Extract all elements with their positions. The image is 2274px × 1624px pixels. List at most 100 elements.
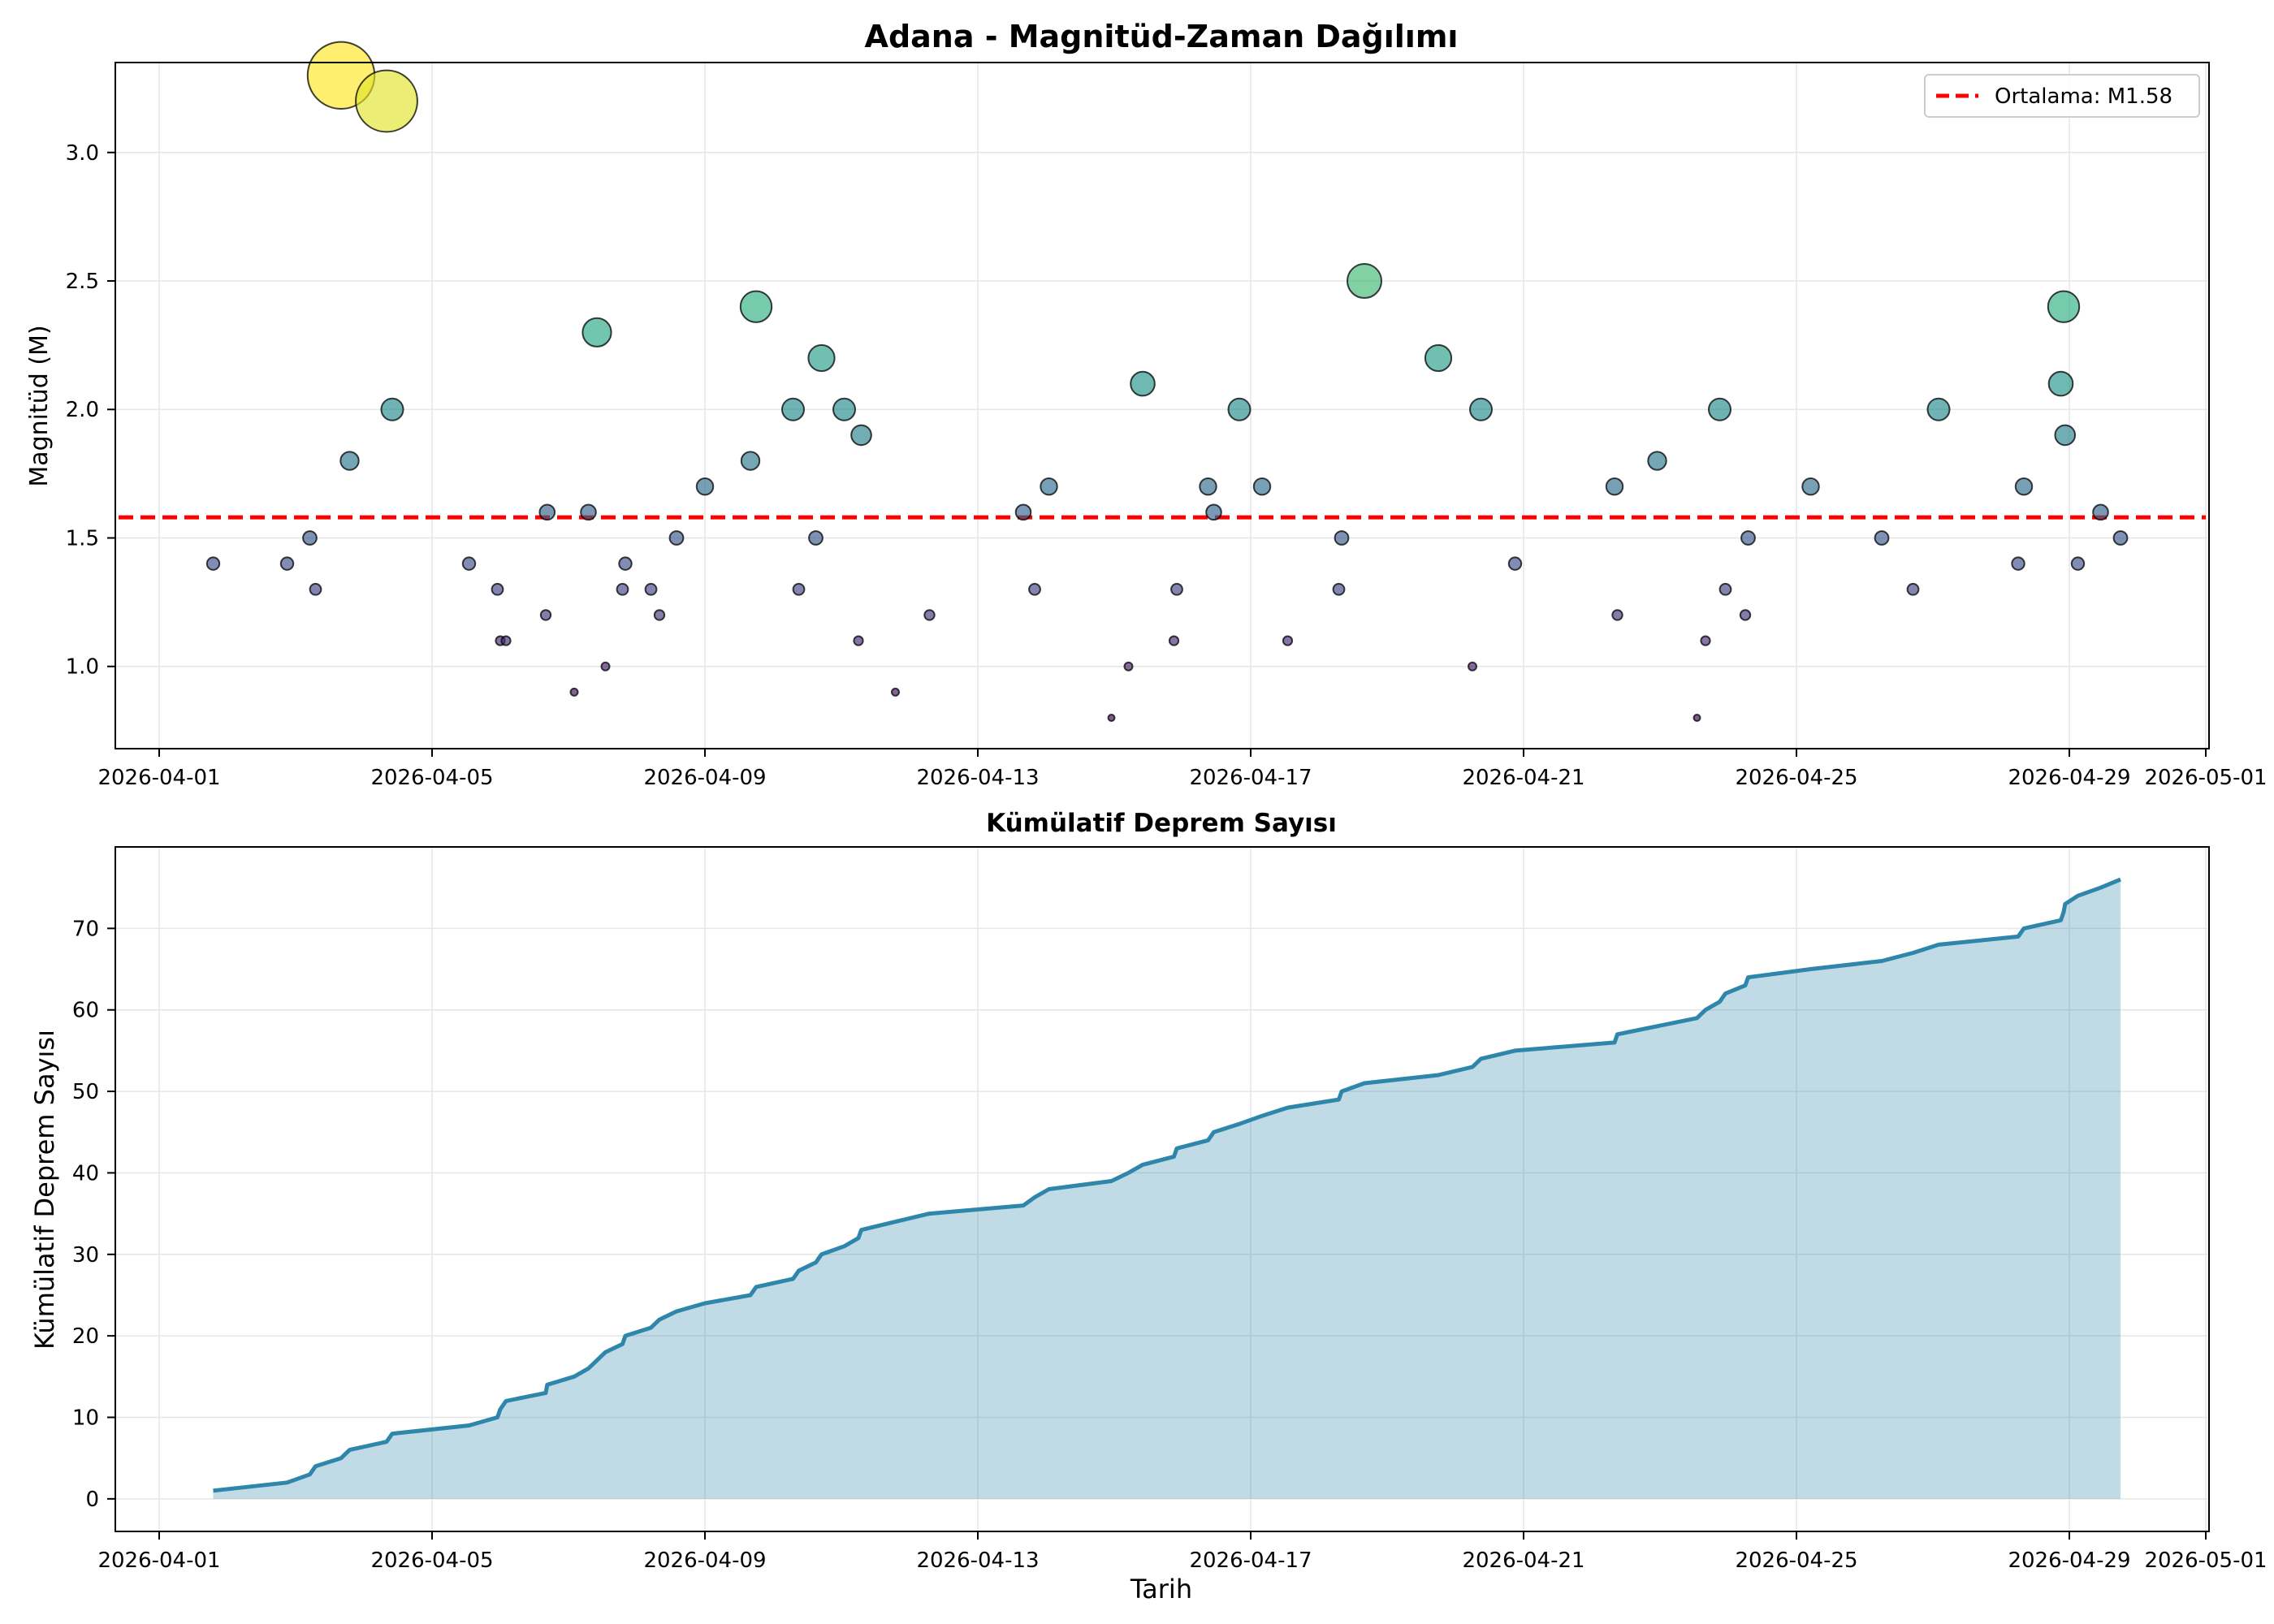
earthquake-point — [2047, 290, 2081, 323]
earthquake-point — [1801, 477, 1820, 496]
earthquake-point — [1740, 530, 1756, 546]
earthquake-point — [538, 503, 556, 521]
earthquake-point — [1199, 477, 1217, 496]
earthquake-point — [618, 556, 633, 571]
earthquake-point — [1130, 370, 1156, 397]
earthquake-point — [2014, 477, 2034, 496]
earthquake-point — [1708, 397, 1731, 421]
earthquake-point — [1040, 477, 1058, 496]
cumulative-ytick-label: 0 — [85, 1488, 99, 1512]
cumulative-y-ticks: 0 10 20 30 40 50 60 70 — [72, 917, 115, 1512]
scatter-ytick-label: 2.5 — [66, 270, 99, 294]
scatter-x-ticks: 2026-04-01 2026-04-05 2026-04-09 2026-04-13… — [97, 749, 2268, 790]
earthquake-point — [2092, 503, 2109, 521]
cumulative-x-ticks: 2026-04-01 2026-04-05 2026-04-09 2026-04-13… — [97, 1531, 2268, 1573]
cumulative-ytick-label: 70 — [72, 917, 99, 941]
cumulative-ytick-label: 30 — [72, 1243, 99, 1268]
cumulative-xtick-label: 2026-04-25 — [1735, 1548, 1857, 1573]
cumulative-ytick-label: 10 — [72, 1406, 99, 1431]
earthquake-point — [1168, 635, 1180, 646]
earthquake-point — [740, 451, 761, 471]
cumulative-ytick-label: 40 — [72, 1161, 99, 1186]
earthquake-point — [1906, 582, 1920, 596]
earthquake-point — [853, 635, 864, 646]
cumulative-xtick-label: 2026-04-05 — [370, 1548, 493, 1573]
cumulative-ytick-label: 60 — [72, 999, 99, 1023]
earthquake-point — [302, 530, 318, 546]
earthquake-point — [355, 69, 418, 133]
earthquake-point — [923, 609, 936, 621]
earthquake-point — [1700, 635, 1711, 646]
earthquake-point — [1926, 397, 1951, 421]
earthquake-point — [1468, 661, 1477, 672]
cumulative-line — [213, 877, 2121, 1493]
earthquake-point — [1014, 503, 1032, 521]
scatter-title: Adana - Magnitüd-Zaman Dağılımı — [865, 19, 1459, 54]
earthquake-point — [850, 424, 872, 447]
earthquake-point — [668, 530, 685, 546]
cumulative-xtick-label: 2026-04-21 — [1462, 1548, 1584, 1573]
earthquake-point — [1170, 582, 1183, 596]
scatter-xtick-label: 2026-04-29 — [2008, 766, 2130, 790]
earthquake-point — [309, 582, 322, 596]
cumulative-grid — [115, 847, 2209, 1531]
scatter-points — [205, 41, 2129, 723]
cumulative-ytick-label: 20 — [72, 1324, 99, 1349]
legend: Ortalama: M1.58 — [1924, 74, 2200, 118]
cumulative-xtick-label: 2026-04-09 — [643, 1548, 766, 1573]
scatter-ytick-label: 1.5 — [66, 526, 99, 551]
scatter-y-axis-label: Magnitüd (M) — [25, 325, 54, 486]
earthquake-point — [1347, 263, 1382, 300]
earthquake-point — [781, 397, 805, 421]
earthquake-point — [891, 687, 900, 697]
earthquake-point — [807, 343, 836, 373]
earthquake-point — [1252, 477, 1272, 496]
scatter-grid — [115, 63, 2209, 749]
earthquake-point — [205, 556, 221, 571]
earthquake-point — [1334, 530, 1350, 546]
earthquake-point — [279, 556, 295, 571]
earthquake-point — [616, 582, 629, 596]
scatter-xtick-label: 2026-04-17 — [1189, 766, 1312, 790]
earthquake-point — [832, 397, 856, 421]
scatter-xtick-label: 2026-04-09 — [643, 766, 766, 790]
earthquake-point — [1205, 503, 1222, 521]
earthquake-point — [2070, 556, 2086, 571]
earthquake-point — [1123, 661, 1134, 672]
scatter-ytick-label: 3.0 — [66, 141, 99, 166]
cumulative-y-axis-label: Kümülatif Deprem Sayısı — [29, 1030, 60, 1350]
earthquake-point — [1739, 609, 1752, 621]
earthquake-point — [792, 582, 806, 596]
earthquake-point — [1647, 451, 1667, 471]
scatter-xtick-label: 2026-04-25 — [1735, 766, 1857, 790]
earthquake-point — [491, 582, 504, 596]
earthquake-point — [1611, 609, 1623, 621]
earthquake-point — [644, 582, 658, 596]
earthquake-point — [739, 290, 773, 323]
earthquake-point — [1332, 582, 1346, 596]
cumulative-title: Kümülatif Deprem Sayısı — [986, 809, 1337, 838]
earthquake-point — [1693, 714, 1701, 723]
scatter-plot-frame — [115, 62, 2210, 749]
earthquake-point — [569, 687, 579, 697]
earthquake-point — [1507, 556, 1523, 571]
earthquake-point — [1469, 397, 1493, 421]
cumulative-xtick-label: 2026-04-13 — [916, 1548, 1039, 1573]
scatter-xtick-label: 2026-05-01 — [2144, 766, 2267, 790]
earthquake-point — [539, 609, 552, 621]
earthquake-point — [1874, 530, 1890, 546]
earthquake-point — [1605, 477, 1624, 496]
earthquake-point — [1227, 397, 1252, 421]
earthquake-point — [2054, 424, 2077, 447]
earthquake-point — [653, 609, 666, 621]
scatter-xtick-label: 2026-04-21 — [1462, 766, 1584, 790]
earthquake-point — [461, 556, 477, 571]
earthquake-point — [695, 477, 715, 496]
earthquake-point — [1718, 582, 1732, 596]
earthquake-point — [581, 317, 612, 348]
scatter-xtick-label: 2026-04-05 — [370, 766, 493, 790]
earthquake-point — [380, 397, 404, 421]
cumulative-x-axis-label: Tarih — [1130, 1574, 1192, 1605]
cumulative-xtick-label: 2026-04-01 — [97, 1548, 220, 1573]
